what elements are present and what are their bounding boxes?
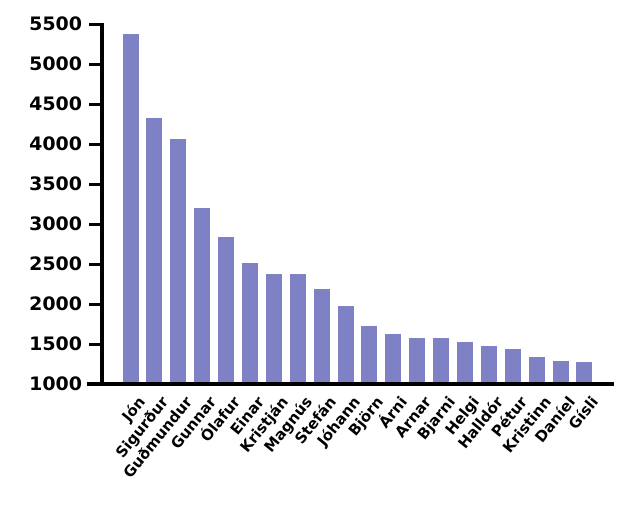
y-tick-label: 5000 [29,53,82,75]
x-axis-line [87,382,614,386]
bar [480,345,497,384]
y-tick-label: 1500 [29,333,82,355]
y-tick-mark [89,342,102,346]
bar [409,337,426,384]
y-tick-label: 4000 [29,133,82,155]
y-tick-mark [89,262,102,266]
bar [337,306,354,384]
bar [528,356,545,384]
bar [289,274,306,384]
bar [433,338,450,384]
bar [122,34,139,384]
y-axis-line [100,23,104,386]
y-tick-mark [89,302,102,306]
bar [504,348,521,384]
bar [265,273,282,384]
y-tick-label: 5500 [29,13,82,35]
y-tick-mark [89,62,102,66]
bar [552,360,569,384]
bar [194,208,211,384]
y-tick-mark [89,182,102,186]
bar [576,361,593,384]
bar [385,333,402,384]
y-tick-label: 4500 [29,93,82,115]
bar [313,288,330,384]
bar [218,236,235,384]
y-tick-label: 3500 [29,173,82,195]
bar [146,117,163,384]
y-tick-mark [89,102,102,106]
y-tick-mark [89,222,102,226]
y-tick-label: 1000 [29,373,82,395]
y-tick-label: 3000 [29,213,82,235]
bar [457,341,474,384]
y-tick-label: 2500 [29,253,82,275]
bar [241,263,258,384]
y-tick-mark [89,22,102,26]
bar [361,326,378,384]
y-tick-label: 2000 [29,293,82,315]
y-tick-mark [89,142,102,146]
bar [170,139,187,384]
